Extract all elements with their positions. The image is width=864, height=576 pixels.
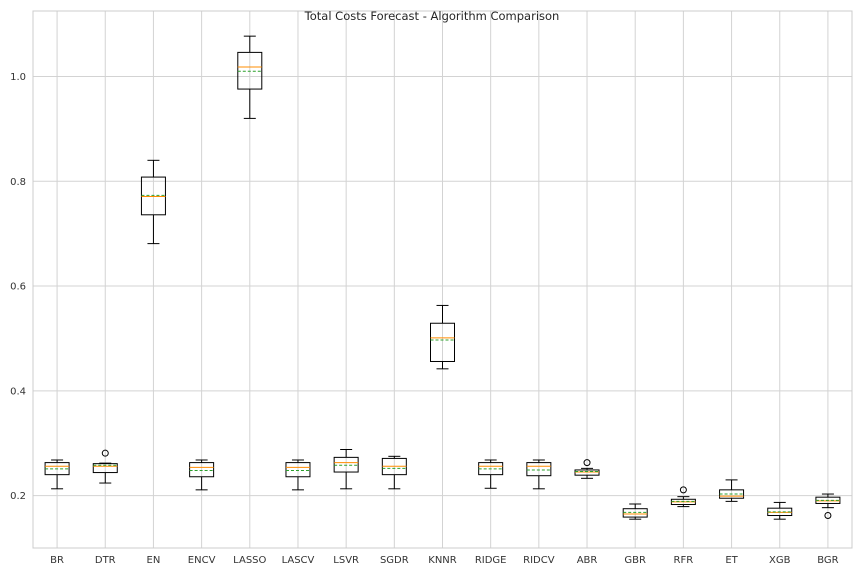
iqr-box — [92, 463, 118, 474]
iqr-box — [622, 508, 648, 518]
iqr-box — [140, 176, 166, 216]
box-sgdr — [381, 455, 407, 490]
y-tick-label: 0.8 — [10, 177, 26, 188]
x-tick-label: BR — [50, 555, 64, 566]
x-tick-label: LASSO — [233, 555, 266, 566]
outlier-point — [583, 459, 591, 467]
x-tick-label: XGB — [769, 555, 791, 566]
y-tick-label: 0.6 — [10, 282, 26, 293]
x-tick-labels: BR DTR EN ENCV LASSO LASCV LSVR SGDR KNNR RIDGE RI… — [50, 555, 838, 566]
x-tick-label: RFR — [674, 555, 694, 566]
box-rfr — [670, 486, 696, 508]
iqr-box — [333, 456, 359, 473]
box-encv — [189, 459, 215, 491]
y-tick-label: 0.4 — [10, 386, 26, 397]
iqr-box — [237, 51, 263, 90]
x-tick-label: ABR — [577, 555, 598, 566]
iqr-box — [285, 462, 311, 478]
x-tick-label: EN — [147, 555, 161, 566]
box-knnr — [430, 304, 455, 370]
plot-frame — [32, 10, 853, 549]
chart-title: Total Costs Forecast - Algorithm Compari… — [304, 9, 560, 23]
box-ridge — [478, 459, 504, 489]
box-et — [719, 479, 745, 502]
y-tick-label: 0.2 — [10, 491, 26, 502]
box-br — [44, 459, 70, 490]
x-tick-label: DTR — [95, 555, 116, 566]
x-tick-label: ET — [725, 555, 738, 566]
x-tick-label: SGDR — [380, 555, 409, 566]
y-tick-label: 1.0 — [10, 72, 26, 83]
iqr-box — [189, 462, 215, 478]
boxes — [44, 35, 841, 520]
outlier-point — [101, 449, 109, 457]
box-lasso — [237, 35, 263, 119]
x-tick-label: RIDGE — [475, 555, 507, 566]
box-dtr — [92, 449, 118, 484]
x-tick-label: LSVR — [333, 555, 359, 566]
iqr-box — [430, 322, 455, 362]
box-lascv — [285, 459, 311, 491]
x-tick-label: LASCV — [282, 555, 315, 566]
y-tick-labels: 0.2 0.4 0.6 0.8 1.0 — [10, 72, 26, 502]
x-tick-label: RIDCV — [523, 555, 555, 566]
iqr-box — [526, 462, 552, 477]
x-tick-label: KNNR — [428, 555, 457, 566]
box-xgb — [767, 501, 793, 520]
box-en — [140, 159, 166, 245]
box-gbr — [622, 503, 648, 520]
x-tick-label: ENCV — [188, 555, 216, 566]
x-tick-label: BGR — [817, 555, 838, 566]
outlier-point — [824, 512, 832, 520]
outlier-point — [679, 486, 687, 494]
box-bgr — [815, 493, 841, 520]
iqr-box — [574, 469, 600, 476]
box-lsvr — [333, 449, 359, 490]
box-abr — [574, 459, 600, 479]
x-tick-label: GBR — [624, 555, 646, 566]
grid — [33, 11, 852, 548]
box-ridcv — [526, 459, 552, 490]
